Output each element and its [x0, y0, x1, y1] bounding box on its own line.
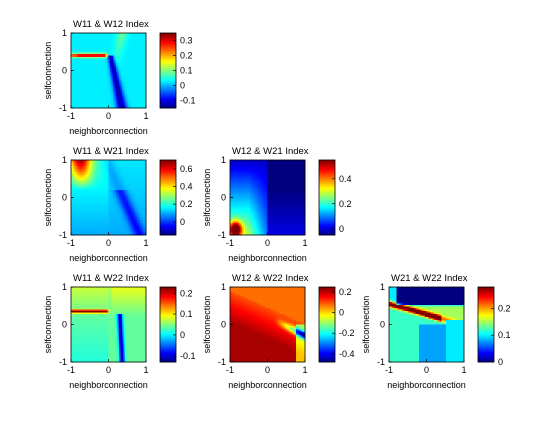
x-axis-label: neighborconnection [69, 126, 148, 136]
colorbar-tick-label: 0.3 [180, 36, 193, 46]
colorbar: -0.1 0 0.1 0.2 0.3 [160, 33, 196, 108]
y-axis-label: selfconnection [43, 42, 53, 100]
x-tick-label: 1 [143, 111, 148, 121]
heatmap-w11w21 [71, 160, 146, 235]
colorbar-tick-label: 0.2 [180, 51, 193, 61]
x-tick-label: -1 [67, 111, 75, 121]
subplot-title: W11 & W12 Index [73, 19, 149, 30]
colorbar-tick-label: 0.1 [180, 66, 193, 76]
colorbar-tick-label: 0 [180, 81, 185, 91]
y-tick-label: 0 [62, 66, 67, 76]
heatmap-w11w12 [71, 33, 146, 108]
subplot-w11w12: -1 0 1 -1 0 1 W11 & W12 Index neighborconnectio… [43, 19, 196, 136]
colorbar-tick-label: -0.1 [180, 96, 196, 106]
y-tick-label: -1 [59, 103, 67, 113]
y-tick-label: 1 [62, 28, 67, 38]
x-tick-label: 0 [106, 111, 111, 121]
